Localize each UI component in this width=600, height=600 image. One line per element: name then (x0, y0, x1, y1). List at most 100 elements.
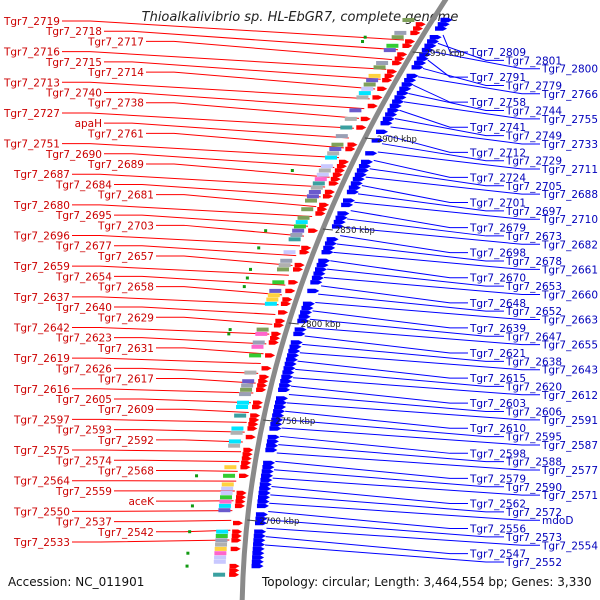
forward-gene-arrow (229, 572, 240, 577)
feature-block (242, 379, 255, 384)
callout-line (350, 210, 468, 229)
forward-gene-arrow (232, 529, 243, 534)
feature-block (310, 185, 323, 190)
gene-label: Tgr7_2695 (55, 210, 112, 222)
gene-label: Tgr7_2591 (541, 415, 598, 427)
gene-label: Tgr7_2701 (469, 197, 526, 209)
reverse-gene-arrow (280, 379, 293, 384)
gene-label: Tgr7_2629 (97, 312, 154, 324)
callout-line (62, 112, 354, 129)
callout-line (156, 347, 264, 355)
forward-gene-arrow (234, 503, 245, 509)
callout-line (403, 101, 540, 120)
reverse-gene-arrow (324, 241, 337, 246)
callout-line (269, 502, 540, 521)
forward-gene-arrow (345, 146, 356, 152)
feature-block (220, 495, 233, 500)
forward-gene-arrow (231, 533, 242, 539)
callout-line (156, 316, 273, 325)
reverse-gene-arrow (380, 121, 393, 126)
callout-line (156, 408, 249, 414)
feature-block (356, 95, 369, 100)
feature-block (306, 194, 319, 199)
callout-line (266, 527, 540, 546)
reverse-gene-arrow (360, 159, 373, 165)
callout-line (365, 176, 540, 195)
callout-line (361, 185, 468, 203)
scale-tick-label: 2850 kbp (335, 226, 375, 236)
feature-block (215, 538, 228, 543)
feature-block (314, 177, 327, 182)
callout-line (72, 510, 233, 512)
forward-gene-arrow (338, 159, 349, 165)
feature-block (278, 263, 291, 268)
forward-gene-arrow (332, 172, 343, 177)
feature-block (215, 534, 228, 538)
callout-line (321, 285, 468, 304)
gene-label: Tgr7_2564 (13, 476, 70, 488)
reverse-gene-arrow (269, 426, 282, 431)
gene-label: Tgr7_2659 (13, 261, 70, 273)
feature-block (361, 86, 374, 91)
callout-line (114, 337, 267, 345)
callout-line (272, 477, 540, 496)
gc-skew-mark (249, 267, 253, 271)
reverse-gene-arrow (256, 503, 269, 509)
callout-line (281, 427, 540, 446)
callout-line (347, 218, 504, 237)
gc-skew-mark (186, 551, 190, 555)
scale-ticks: 2950 kbp 2900 kbp 2850 kbp 2800 kbp 2750 kbp… (247, 49, 465, 527)
feature-block (213, 572, 226, 577)
callout-line (267, 519, 504, 538)
forward-gene-arrow (243, 447, 254, 453)
gene-label: Tgr7_2716 (3, 47, 60, 59)
reverse-gene-arrow (302, 301, 315, 306)
gene-label: Tgr7_2714 (87, 67, 144, 79)
gene-label: Tgr7_2572 (505, 507, 562, 519)
forward-gene-arrow (328, 181, 339, 186)
genome-backbone-arc (239, 0, 449, 600)
callout-line (146, 163, 330, 178)
gene-tracks (185, 17, 453, 577)
gene-label: Tgr7_2705 (505, 181, 562, 193)
gc-skew-mark (290, 169, 294, 172)
forward-gene-arrow (299, 250, 310, 255)
forward-gene-arrow (317, 207, 328, 212)
reverse-gene-arrow (321, 250, 334, 255)
reverse-gene-arrow (290, 340, 303, 345)
reverse-gene-arrow (284, 361, 297, 367)
reverse-gene-arrow (270, 422, 283, 427)
gene-label: Tgr7_2724 (469, 172, 526, 184)
gene-label: Tgr7_2741 (469, 122, 526, 134)
reverse-gene-arrow (429, 35, 442, 40)
feature-block (214, 551, 227, 556)
reverse-gene-arrow (416, 56, 429, 61)
reverse-gene-arrow (316, 262, 329, 268)
gene-label: Tgr7_2556 (469, 524, 526, 536)
reverse-gene-arrow (252, 551, 265, 556)
callout-line (146, 132, 344, 149)
forward-gene-arrow (268, 340, 279, 345)
gene-label: Tgr7_2550 (13, 506, 70, 518)
feature-block (335, 134, 348, 139)
gene-label: Tgr7_2542 (97, 527, 154, 539)
gene-label: Tgr7_2738 (87, 98, 144, 110)
feature-block (363, 82, 376, 87)
gene-label: Tgr7_2554 (541, 540, 598, 552)
gene-label: Tgr7_2698 (469, 248, 526, 260)
feature-block (221, 482, 234, 487)
feature-block (366, 78, 379, 83)
callout-line (275, 460, 468, 479)
gene-label: Tgr7_2670 (469, 273, 526, 285)
callout-line (340, 235, 468, 254)
feature-block (264, 301, 277, 306)
feature-block (394, 30, 407, 35)
scale-tick (322, 228, 333, 231)
forward-gene-arrow (347, 142, 358, 147)
forward-gene-arrow (259, 374, 270, 380)
feature-block (316, 172, 329, 177)
reverse-gene-arrow (266, 439, 279, 444)
gene-label: Tgr7_2660 (541, 289, 598, 301)
reverse-gene-arrow (272, 413, 285, 418)
